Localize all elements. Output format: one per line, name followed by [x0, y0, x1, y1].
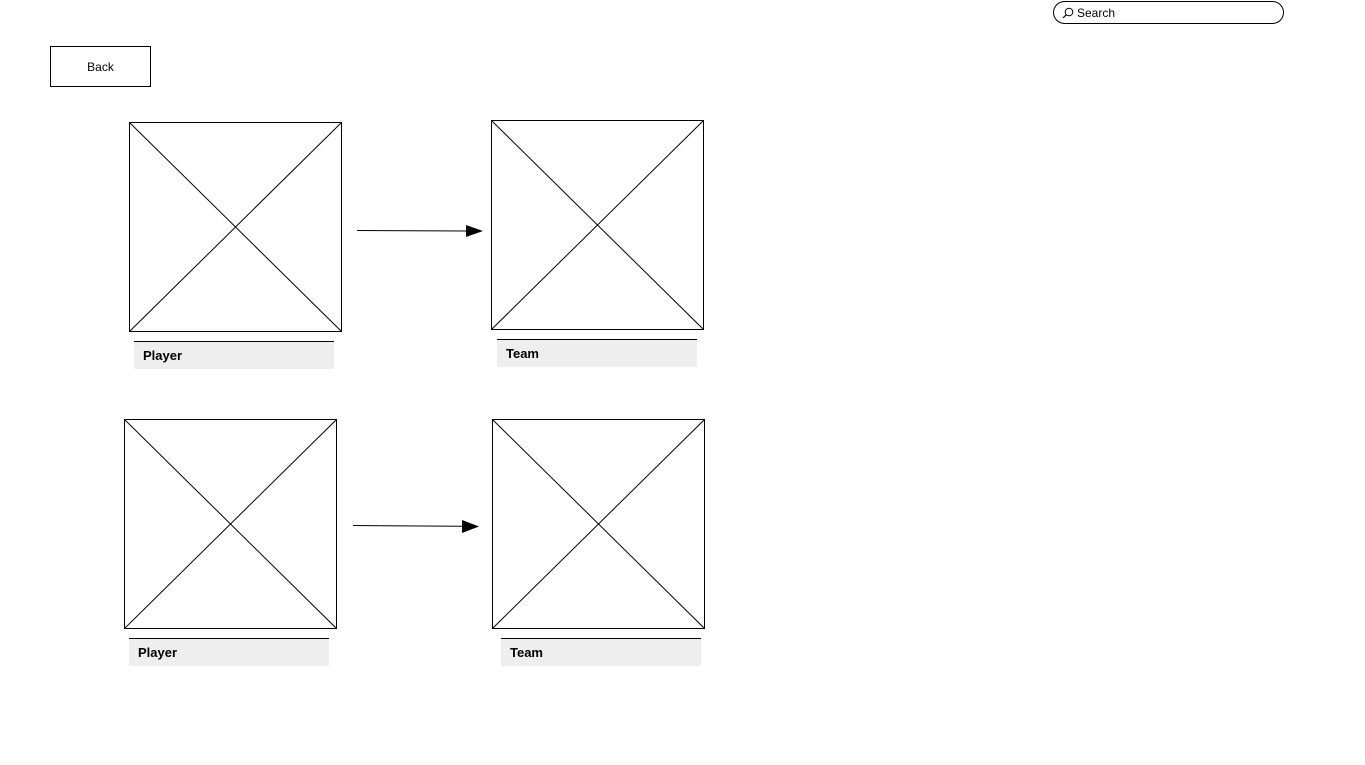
image-placeholder-icon — [130, 123, 341, 331]
player-caption: Player — [134, 341, 334, 369]
arrow-right-icon — [356, 225, 483, 237]
back-button[interactable]: Back — [50, 46, 151, 87]
image-placeholder-icon — [493, 420, 704, 628]
player-image-placeholder — [129, 122, 342, 332]
search-icon — [1062, 7, 1074, 18]
player-caption: Player — [129, 638, 329, 666]
arrow-right-icon — [352, 520, 479, 533]
player-image-placeholder — [124, 419, 337, 629]
search-box[interactable] — [1053, 1, 1284, 24]
team-image-placeholder — [491, 120, 704, 330]
team-caption: Team — [501, 638, 701, 666]
image-placeholder-icon — [492, 121, 703, 329]
team-caption: Team — [497, 339, 697, 367]
team-image-placeholder — [492, 419, 705, 629]
image-placeholder-icon — [125, 420, 336, 628]
search-input[interactable] — [1077, 5, 1267, 20]
